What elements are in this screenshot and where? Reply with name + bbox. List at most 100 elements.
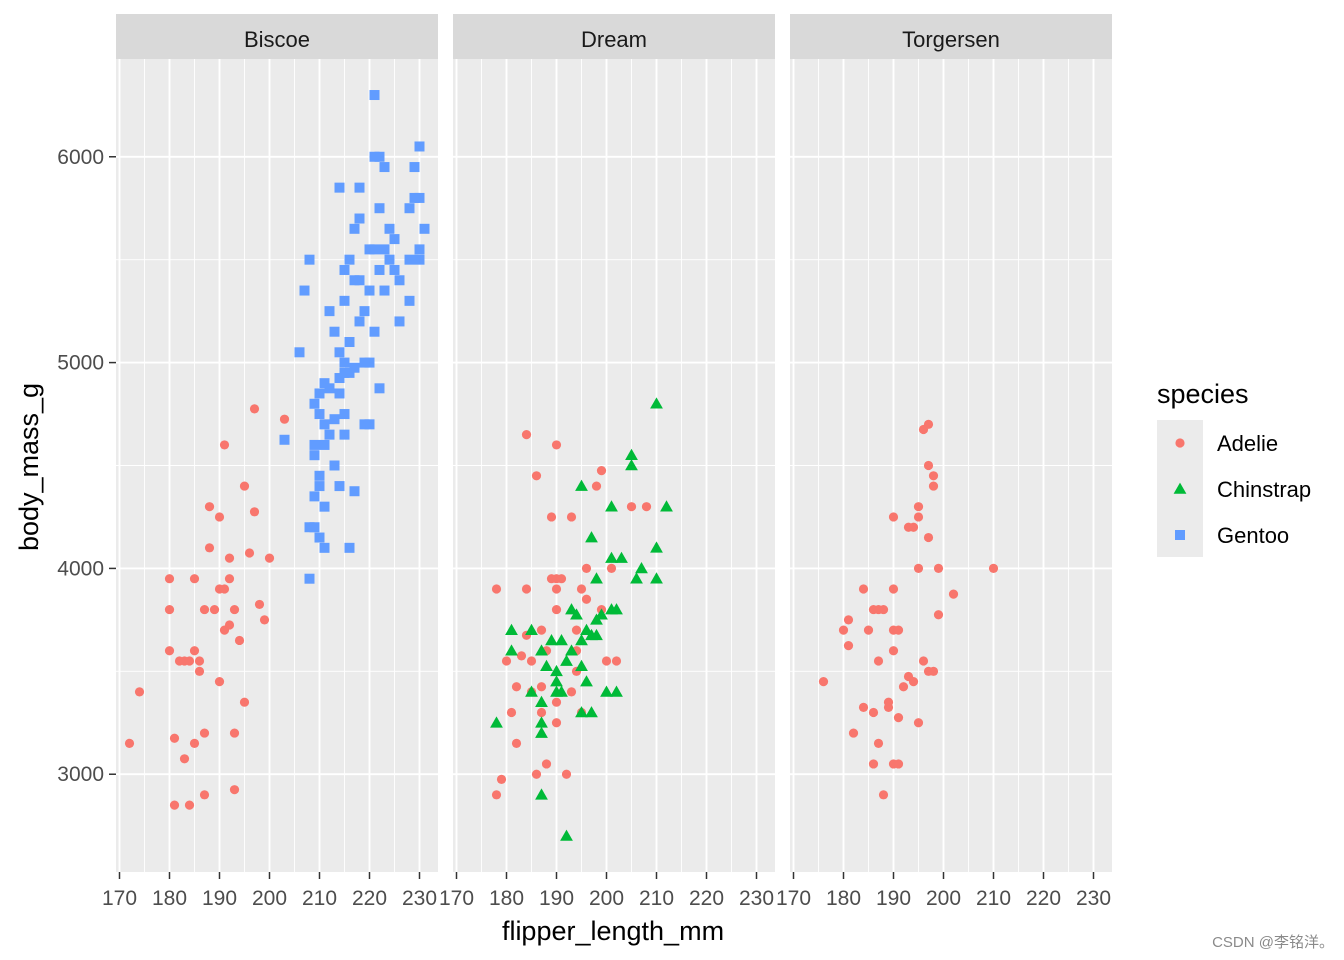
data-point [606,563,617,574]
data-point [635,562,648,574]
data-point [650,541,663,553]
data-point [194,666,205,676]
data-point [369,326,380,337]
data-point [184,800,195,810]
data-point [848,728,859,738]
series-adelie-dream [491,430,652,800]
data-point [565,644,578,656]
data-point [893,713,904,723]
data-point [349,223,360,234]
data-point [560,654,573,666]
data-point [334,347,345,358]
data-point [550,675,563,687]
data-point [279,414,290,424]
data-point [404,254,415,265]
data-point [868,759,879,769]
x-tick-label: 230 [402,887,437,910]
data-point [863,625,874,635]
data-point [611,656,622,666]
x-tick-label: 190 [202,887,237,910]
x-axis-title: flipper_length_mm [502,916,724,946]
x-tick-label: 210 [976,887,1011,910]
legend-key-gentoo [1175,530,1185,540]
data-point [279,434,290,445]
data-point [309,398,320,409]
data-point [239,697,250,707]
data-point [214,677,225,687]
data-point [630,572,643,584]
data-point [536,707,547,718]
data-point [319,439,330,450]
data-point [414,192,425,203]
facet-panels: Biscoe Dream Torgersen [116,14,1112,872]
data-point [928,481,939,491]
data-point [394,275,405,286]
data-point [339,429,350,440]
x-tick-label: 230 [1076,887,1111,910]
data-point [349,362,360,373]
data-point [551,697,562,707]
data-point [650,572,663,584]
x-tick-label: 180 [826,887,861,910]
data-point [394,316,405,327]
data-point [324,383,335,394]
legend-title: species [1157,379,1249,409]
x-tick-label: 210 [639,887,674,910]
data-point [545,634,558,646]
data-point [868,707,879,718]
data-point [928,471,939,481]
data-point [379,244,390,255]
data-point [625,448,638,461]
data-point [566,512,577,522]
data-point [550,664,563,677]
data-point [535,716,548,728]
data-point [575,659,588,671]
data-point [189,574,200,584]
data-point [339,409,350,420]
data-point [314,532,325,543]
data-point [314,481,325,492]
data-point [551,440,562,450]
data-point [575,479,588,491]
data-point [505,623,518,635]
y-tick-label: 4000 [57,557,104,580]
data-point [319,378,330,389]
data-point [913,512,924,522]
data-point [319,501,330,512]
data-point [505,644,518,656]
data-point [590,628,603,641]
data-point [615,551,628,563]
data-point [818,677,829,687]
legend-key-chinstrap [1173,482,1187,494]
data-point [888,646,899,656]
data-point [883,702,894,712]
data-point [843,615,854,625]
data-point [249,404,260,414]
data-point [224,620,235,630]
data-point [309,522,320,533]
data-point [933,610,944,620]
data-point [319,419,330,430]
data-point [329,460,340,471]
data-point [369,244,380,255]
x-tick-label: 170 [439,887,474,910]
data-point [536,625,547,635]
data-point [214,512,225,522]
data-point [324,429,335,440]
data-point [585,531,598,543]
data-point [384,254,395,265]
data-point [511,738,522,748]
data-point [596,466,607,476]
data-point [389,234,400,245]
data-point [244,548,255,558]
data-point [374,383,385,394]
data-point [414,254,425,265]
data-point [329,414,340,425]
data-point [314,470,325,481]
data-point [581,563,592,574]
x-tick-label: 200 [926,887,961,910]
data-point [555,685,568,697]
data-point [304,254,315,265]
data-point [605,500,618,512]
